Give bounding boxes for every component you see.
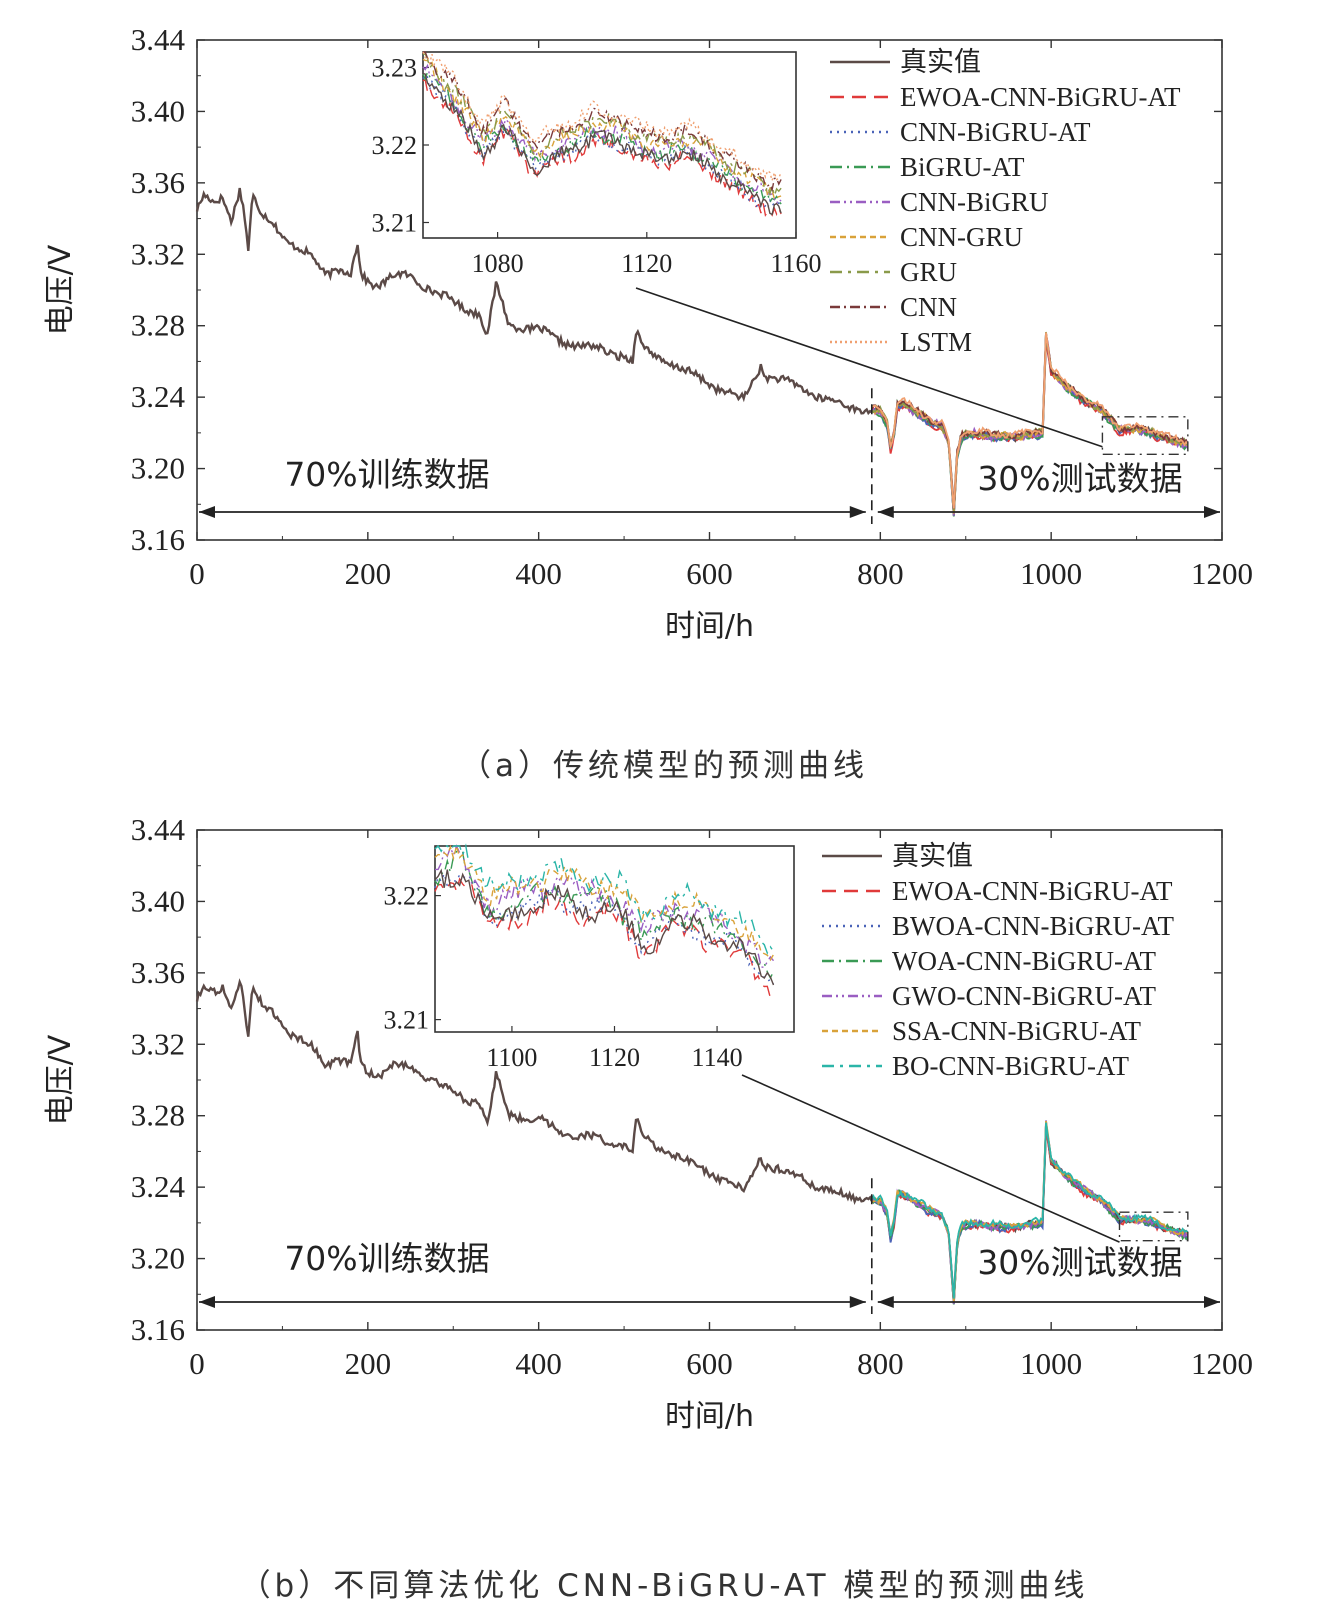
legend-label-1: 真实值: [900, 47, 981, 77]
legend-label-4: BiGRU-AT: [900, 152, 1025, 182]
x-tick-label: 200: [345, 556, 392, 591]
test-data-label: 30%测试数据: [977, 459, 1182, 498]
legend-label-5: CNN-BiGRU: [900, 187, 1049, 217]
x-tick-label: 600: [686, 1346, 733, 1381]
test-range-arrow-head-right: [1204, 506, 1220, 518]
inset-series-line-4: [434, 850, 775, 980]
inset-y-tick-label: 3.21: [372, 209, 418, 238]
inset-x-tick-label: 1160: [770, 249, 821, 278]
legend-label-6: CNN-GRU: [900, 222, 1023, 252]
x-tick-label: 400: [515, 1346, 562, 1381]
caption-a: （a）传统模型的预测曲线: [460, 748, 868, 784]
legend-label-7: BO-CNN-BiGRU-AT: [892, 1051, 1130, 1081]
inset-y-tick-label: 3.21: [384, 1006, 430, 1035]
test-range-arrow-head-left: [877, 1296, 894, 1308]
legend-label-2: EWOA-CNN-BiGRU-AT: [900, 82, 1181, 112]
y-tick-label: 3.16: [131, 1312, 185, 1347]
legend-label-4: WOA-CNN-BiGRU-AT: [892, 946, 1156, 976]
y-tick-label: 3.28: [131, 308, 185, 343]
inset-series-line-1: [422, 72, 782, 216]
y-tick-label: 3.20: [131, 451, 185, 486]
x-tick-label: 0: [189, 556, 205, 591]
inset-x-tick-label: 1140: [692, 1043, 743, 1072]
legend-label-6: SSA-CNN-BiGRU-AT: [892, 1016, 1142, 1046]
x-tick-label: 200: [345, 1346, 392, 1381]
y-tick-label: 3.36: [131, 955, 185, 990]
inset-y-tick-label: 3.22: [384, 882, 430, 911]
train-data-label: 70%训练数据: [284, 1239, 489, 1278]
inset-series-line-2: [434, 877, 775, 1000]
x-tick-label: 400: [515, 556, 562, 591]
x-tick-label: 0: [189, 1346, 205, 1381]
inset-y-tick-label: 3.23: [372, 54, 418, 83]
train-range-arrow-head-left: [199, 1296, 215, 1308]
inset-series-line-3: [422, 73, 782, 211]
legend-label-3: BWOA-CNN-BiGRU-AT: [892, 911, 1174, 941]
x-axis-label: 时间/h: [665, 1399, 754, 1434]
y-tick-label: 3.28: [131, 1098, 185, 1133]
train-data-label: 70%训练数据: [284, 455, 489, 494]
series-line-test-7: [870, 1122, 1189, 1299]
series-line-test-8: [871, 332, 1189, 509]
zoom-region-box: [1118, 1211, 1189, 1242]
chart-panel-b: 0 200 400 600 800 1000 1200 3.16 3.20 3.24 3.28 3.3…: [43, 812, 1253, 1434]
zoom-region-box: [1101, 416, 1189, 455]
y-tick-label: 3.16: [131, 522, 185, 557]
inset-series-line-9: [422, 51, 782, 184]
zoom-leader-line: [741, 1074, 1120, 1243]
legend-label-1: 真实值: [892, 841, 973, 871]
series-line-test-9: [871, 332, 1189, 509]
test-data-label: 30%测试数据: [977, 1243, 1182, 1282]
legend-label-9: LSTM: [900, 327, 972, 357]
y-tick-label: 3.24: [131, 379, 186, 414]
x-tick-label: 800: [857, 556, 904, 591]
legend-label-7: GRU: [900, 257, 957, 287]
test-range-arrow-head-right: [1204, 1296, 1220, 1308]
x-tick-label: 1000: [1020, 1346, 1082, 1381]
y-tick-label: 3.32: [131, 1026, 185, 1061]
chart-panel-a: 0 200 400 600 800 1000 1200 3.16 3.20 3.24 3.28 3.3…: [43, 22, 1253, 644]
inset-x-tick-label: 1080: [472, 249, 524, 278]
inset-series-line-6: [422, 58, 782, 200]
inset-series-line-1: [434, 868, 775, 986]
inset-frame: [434, 845, 795, 1033]
y-axis-label: 电压/V: [43, 1034, 78, 1125]
legend-label-3: CNN-BiGRU-AT: [900, 117, 1091, 147]
inset-x-tick-label: 1100: [486, 1043, 537, 1072]
inset-x-tick-label: 1120: [621, 249, 672, 278]
y-tick-label: 3.36: [131, 165, 185, 200]
train-range-arrow-head-right: [849, 506, 866, 518]
train-range-arrow-head-right: [849, 1296, 866, 1308]
legend-label-5: GWO-CNN-BiGRU-AT: [892, 981, 1156, 1011]
zoom-leader-line: [635, 287, 1103, 448]
inset-y-tick-label: 3.22: [372, 131, 418, 160]
y-tick-label: 3.40: [131, 883, 185, 918]
y-tick-label: 3.40: [131, 93, 185, 128]
y-axis-label: 电压/V: [43, 244, 78, 335]
series-line-actual-train: [195, 978, 873, 1206]
test-range-arrow-head-left: [877, 506, 894, 518]
inset-series-line-6: [434, 844, 775, 962]
x-tick-label: 1000: [1020, 556, 1082, 591]
train-range-arrow-head-left: [199, 506, 215, 518]
y-tick-label: 3.44: [131, 22, 186, 57]
y-tick-label: 3.20: [131, 1241, 185, 1276]
x-tick-label: 1200: [1191, 556, 1253, 591]
legend-label-2: EWOA-CNN-BiGRU-AT: [892, 876, 1173, 906]
x-tick-label: 600: [686, 556, 733, 591]
y-tick-label: 3.44: [131, 812, 186, 847]
caption-b: （b）不同算法优化 CNN-BiGRU-AT 模型的预测曲线: [239, 1568, 1089, 1604]
x-axis-label: 时间/h: [665, 609, 754, 644]
x-tick-label: 1200: [1191, 1346, 1253, 1381]
y-tick-label: 3.32: [131, 236, 185, 271]
series-line-actual-train: [195, 187, 873, 416]
y-tick-label: 3.24: [131, 1169, 186, 1204]
legend-label-8: CNN: [900, 292, 957, 322]
inset-x-tick-label: 1120: [589, 1043, 640, 1072]
x-tick-label: 800: [857, 1346, 904, 1381]
inset-series-line-8: [423, 51, 782, 193]
